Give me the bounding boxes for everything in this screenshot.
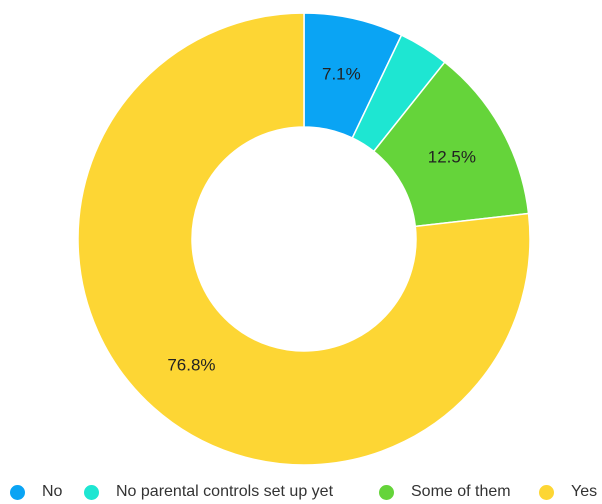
- slice-some-of-them[interactable]: [372, 61, 530, 228]
- legend-marker-no: [10, 484, 25, 500]
- slice-yes[interactable]: [77, 12, 531, 466]
- chart-value-labels: 7.1% 12.5% 76.8%: [167, 65, 476, 375]
- legend-item-no-parental-controls[interactable]: No parental controls set up yet: [84, 480, 333, 504]
- legend-item-no[interactable]: No: [10, 480, 62, 504]
- legend-label-yes: Yes: [571, 483, 598, 500]
- donut-chart: 7.1% 12.5% 76.8%: [77, 12, 531, 466]
- chart-slices: [77, 12, 531, 466]
- legend-item-yes[interactable]: Yes: [539, 480, 597, 504]
- legend-label-some-of-them: Some of them: [411, 483, 511, 500]
- value-label-yes: 76.8%: [167, 356, 215, 375]
- legend-marker-some-of-them: [379, 484, 394, 500]
- value-label-no: 7.1%: [322, 65, 361, 84]
- legend-item-some-of-them[interactable]: Some of them: [379, 480, 511, 504]
- legend-marker-yes: [539, 484, 554, 500]
- chart-legend: No No parental controls set up yet Some …: [0, 480, 602, 504]
- value-label-some-of-them: 12.5%: [428, 148, 476, 167]
- legend-marker-no-parental-controls: [84, 484, 99, 500]
- legend-label-no: No: [42, 483, 63, 500]
- legend-label-no-parental-controls: No parental controls set up yet: [116, 483, 334, 500]
